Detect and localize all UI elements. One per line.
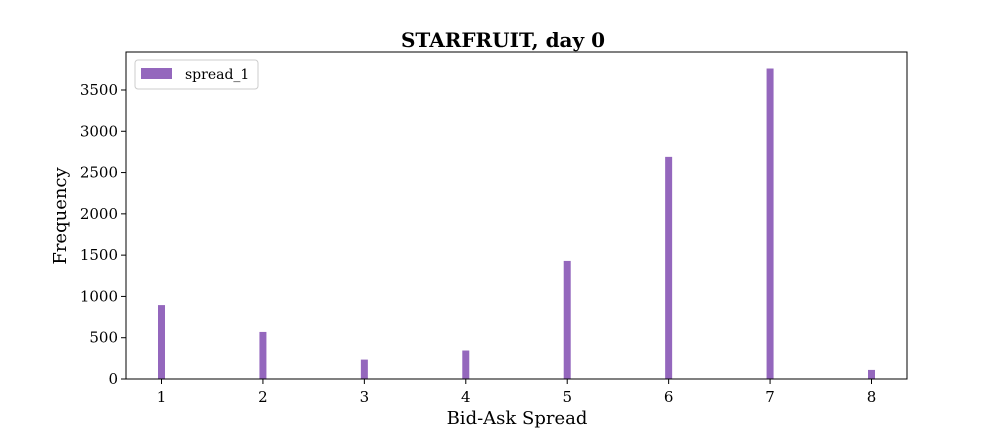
- plot-area: [158, 68, 875, 380]
- y-tick-label: 3000: [80, 122, 118, 140]
- x-tick-label: 7: [765, 388, 775, 406]
- y-tick-label: 500: [89, 329, 118, 347]
- legend: spread_1: [134, 59, 259, 90]
- bar-7: [766, 68, 774, 380]
- y-tick-label: 0: [108, 370, 118, 388]
- plot-frame: [125, 51, 908, 380]
- y-tick-label: 3500: [80, 81, 118, 99]
- y-tick-label: 1000: [80, 287, 118, 305]
- legend-swatch: [141, 68, 172, 79]
- x-tick-label: 1: [157, 388, 167, 406]
- x-tick-label: 4: [461, 388, 471, 406]
- x-tick-label: 8: [867, 388, 877, 406]
- bar-8: [868, 369, 875, 379]
- x-axis-label: Bid-Ask Spread: [447, 408, 588, 429]
- bar-5: [563, 260, 571, 379]
- bar-3: [360, 359, 368, 379]
- bar-2: [259, 331, 267, 379]
- x-tick-label: 6: [664, 388, 674, 406]
- y-axis-label: Frequency: [50, 166, 71, 264]
- x-tick-label: 3: [360, 388, 370, 406]
- y-axis: 0 500 1000 1500 2000 2500 3000 3500: [80, 81, 126, 388]
- y-tick-label: 2000: [80, 205, 118, 223]
- x-axis: 1 2 3 4 5 6 7 8: [157, 379, 877, 406]
- legend-box: [134, 59, 259, 90]
- legend-label: spread_1: [185, 67, 249, 83]
- x-tick-label: 5: [562, 388, 572, 406]
- y-tick-label: 2500: [80, 164, 118, 182]
- bar-6: [665, 156, 673, 379]
- bar-4: [462, 350, 470, 379]
- x-tick-label: 2: [258, 388, 268, 406]
- bar-1: [158, 305, 165, 379]
- chart-title: STARFRUIT, day 0: [401, 28, 605, 52]
- y-tick-label: 1500: [80, 246, 118, 264]
